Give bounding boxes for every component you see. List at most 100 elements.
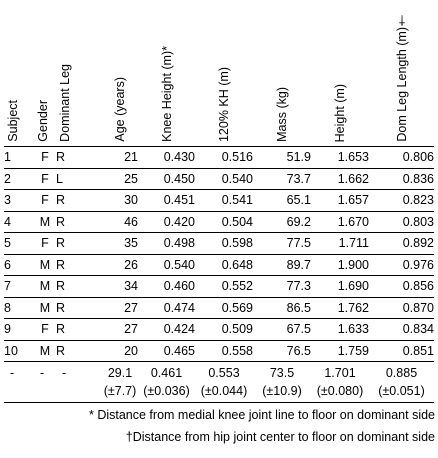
header-120-kh: 120% KH (m)	[195, 4, 253, 147]
cell-kh: 0.516	[195, 146, 253, 169]
cell-leg: R	[56, 318, 102, 341]
cell-gender: M	[34, 297, 56, 319]
table-row: 9 F R 27 0.424 0.509 67.5 1.633 0.834	[4, 318, 434, 341]
cell-gender: M	[34, 340, 56, 362]
summary-height: 1.701 (±0.080)	[311, 361, 369, 403]
header-120-kh-label: 120% KH (m)	[217, 66, 231, 142]
cell-gender: F	[34, 146, 56, 169]
cell-height: 1.653	[311, 146, 369, 169]
header-age: Age (years)	[102, 4, 138, 147]
cell-height: 1.633	[311, 318, 369, 341]
table-row: 10 M R 20 0.465 0.558 76.5 1.759 0.851	[4, 340, 434, 362]
cell-dom: 0.856	[369, 275, 434, 298]
summary-knee-mean: 0.461	[150, 366, 183, 380]
cell-mass: 65.1	[253, 189, 311, 212]
cell-age: 30	[102, 189, 138, 212]
cell-leg: R	[56, 297, 102, 319]
cell-leg: R	[56, 211, 102, 233]
cell-leg: R	[56, 254, 102, 276]
cell-knee: 0.450	[138, 168, 195, 190]
summary-age-mean: 29.1	[107, 366, 133, 380]
cell-dom: 0.803	[369, 211, 434, 233]
cell-dom: 0.851	[369, 340, 434, 362]
cell-mass: 86.5	[253, 297, 311, 319]
table-row: 5 F R 35 0.498 0.598 77.5 1.711 0.892	[4, 232, 434, 255]
summary-mass-mean: 73.5	[269, 366, 295, 380]
table-row: 3 F R 30 0.451 0.541 65.1 1.657 0.823	[4, 189, 434, 212]
summary-knee: 0.461 (±0.036)	[138, 361, 195, 403]
cell-age: 21	[102, 146, 138, 169]
cell-age: 25	[102, 168, 138, 190]
header-subject-label: Subject	[6, 100, 20, 142]
summary-subject: -	[4, 361, 34, 403]
cell-knee: 0.451	[138, 189, 195, 212]
cell-gender: M	[34, 254, 56, 276]
cell-dom: 0.834	[369, 318, 434, 341]
summary-kh-sd: (±0.044)	[200, 384, 248, 398]
summary-gender: -	[34, 361, 56, 403]
header-age-label: Age (years)	[113, 77, 127, 142]
cell-kh: 0.509	[195, 318, 253, 341]
cell-height: 1.657	[311, 189, 369, 212]
summary-mass: 73.5 (±10.9)	[253, 361, 311, 403]
header-height-label: Height (m)	[333, 83, 347, 142]
summary-dom: 0.885 (±0.051)	[369, 361, 434, 403]
summary-leg: -	[56, 361, 102, 403]
cell-subject: 8	[4, 297, 34, 319]
cell-height: 1.759	[311, 340, 369, 362]
cell-height: 1.670	[311, 211, 369, 233]
header-row: Subject Gender Dominant Leg Age (years) …	[4, 4, 434, 147]
cell-gender: M	[34, 275, 56, 298]
header-knee-height: Knee Height (m)*	[138, 4, 195, 147]
cell-knee: 0.420	[138, 211, 195, 233]
table-row: 4 M R 46 0.420 0.504 69.2 1.670 0.803	[4, 211, 434, 233]
summary-dom-mean: 0.885	[385, 366, 418, 380]
header-knee-height-label: Knee Height (m)*	[159, 46, 174, 142]
cell-kh: 0.648	[195, 254, 253, 276]
cell-kh: 0.569	[195, 297, 253, 319]
table-row: 7 M R 34 0.460 0.552 77.3 1.690 0.856	[4, 275, 434, 298]
cell-age: 26	[102, 254, 138, 276]
cell-mass: 76.5	[253, 340, 311, 362]
summary-height-mean: 1.701	[324, 366, 356, 380]
cell-age: 35	[102, 232, 138, 255]
cell-mass: 77.5	[253, 232, 311, 255]
cell-mass: 77.3	[253, 275, 311, 298]
cell-kh: 0.541	[195, 189, 253, 212]
cell-dom: 0.892	[369, 232, 434, 255]
summary-height-sd: (±0.080)	[316, 384, 364, 398]
summary-dom-sd: (±0.051)	[378, 384, 425, 398]
cell-gender: F	[34, 318, 56, 341]
header-dom-leg-length-label: Dom Leg Length (m)†	[394, 13, 409, 142]
header-dom-leg-length: Dom Leg Length (m)†	[369, 4, 434, 147]
cell-mass: 67.5	[253, 318, 311, 341]
cell-subject: 4	[4, 211, 34, 233]
cell-gender: F	[34, 189, 56, 212]
cell-kh: 0.504	[195, 211, 253, 233]
cell-knee: 0.498	[138, 232, 195, 255]
cell-subject: 5	[4, 232, 34, 255]
table-row: 8 M R 27 0.474 0.569 86.5 1.762 0.870	[4, 297, 434, 319]
cell-subject: 3	[4, 189, 34, 212]
cell-knee: 0.465	[138, 340, 195, 362]
cell-gender: F	[34, 168, 56, 190]
cell-knee: 0.540	[138, 254, 195, 276]
cell-leg: R	[56, 232, 102, 255]
cell-gender: F	[34, 232, 56, 255]
cell-knee: 0.430	[138, 146, 195, 169]
summary-knee-sd: (±0.036)	[143, 384, 190, 398]
footnote-dom-leg-length: †Distance from hip joint center to floor…	[125, 430, 435, 444]
cell-subject: 6	[4, 254, 34, 276]
header-mass: Mass (kg)	[253, 4, 311, 147]
cell-subject: 10	[4, 340, 34, 362]
cell-subject: 1	[4, 146, 34, 169]
header-height: Height (m)	[311, 4, 369, 147]
summary-kh-mean: 0.553	[208, 366, 240, 380]
cell-mass: 69.2	[253, 211, 311, 233]
cell-dom: 0.806	[369, 146, 434, 169]
cell-age: 34	[102, 275, 138, 298]
cell-dom: 0.823	[369, 189, 434, 212]
cell-leg: R	[56, 275, 102, 298]
cell-kh: 0.552	[195, 275, 253, 298]
